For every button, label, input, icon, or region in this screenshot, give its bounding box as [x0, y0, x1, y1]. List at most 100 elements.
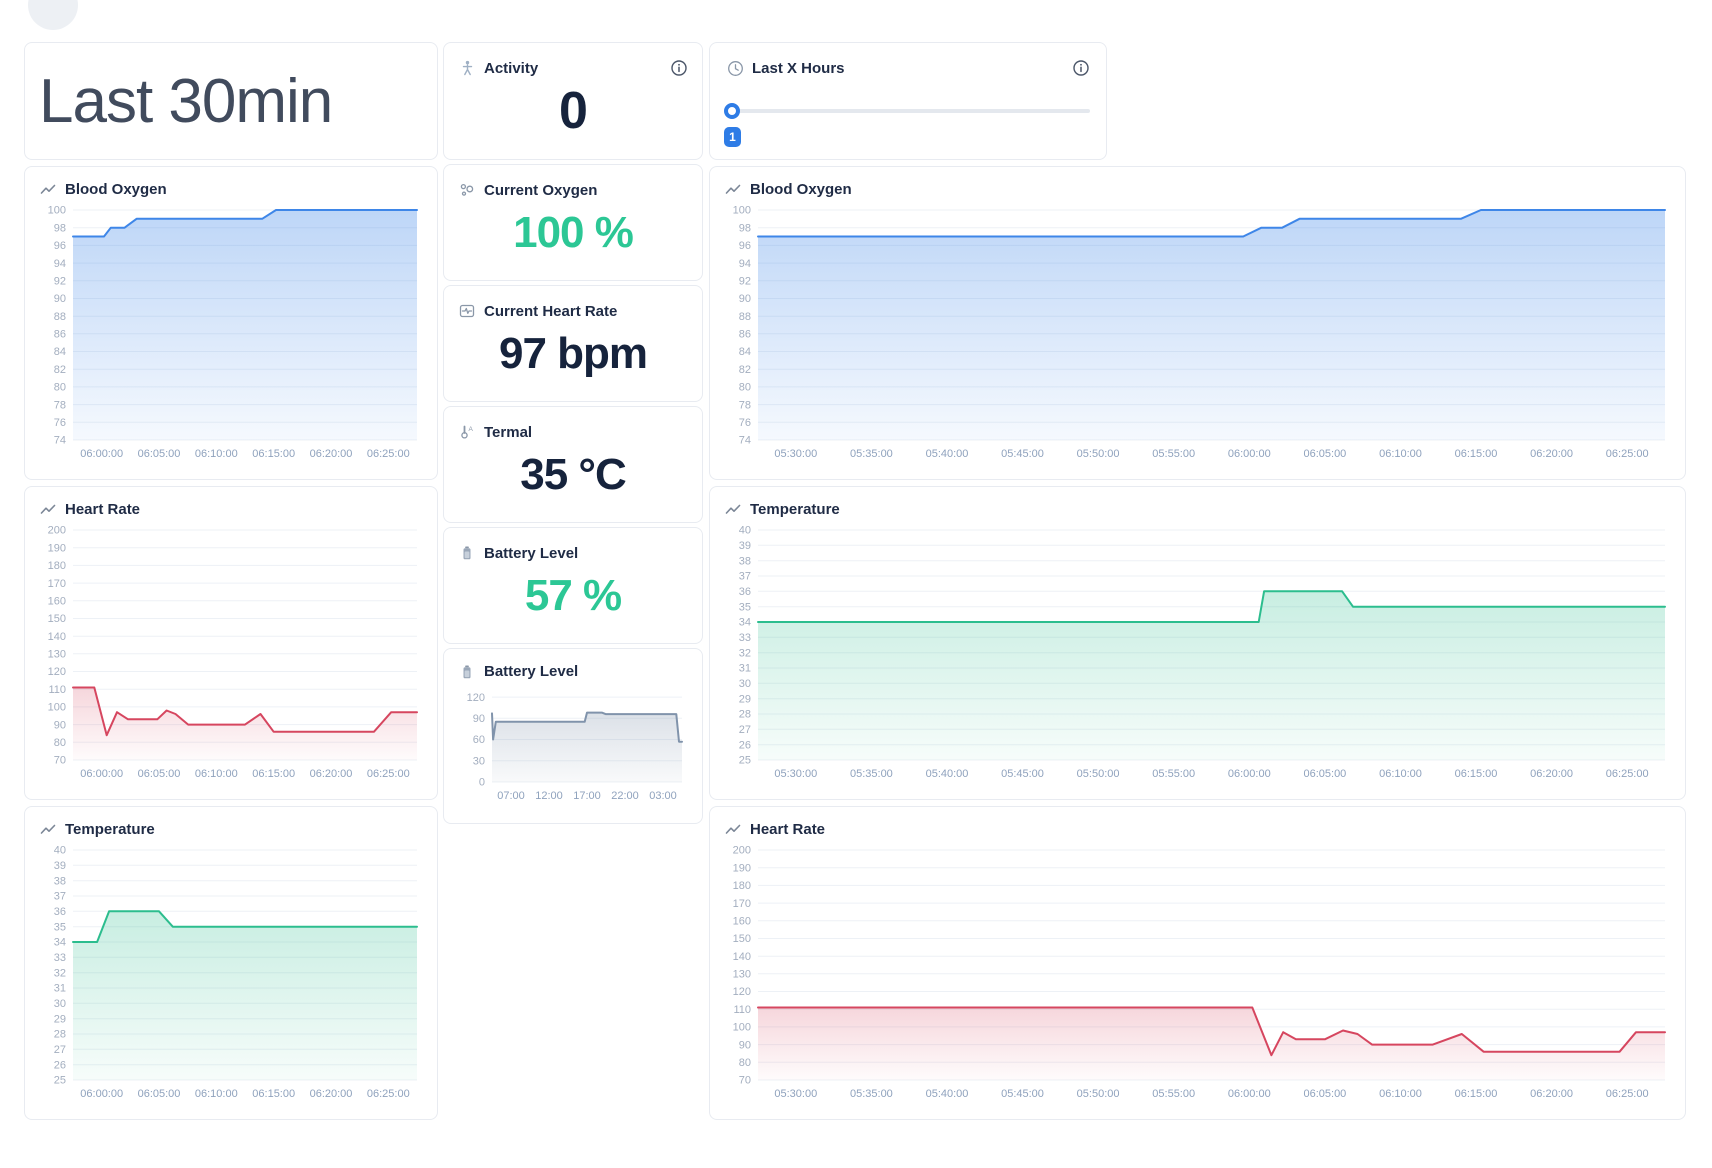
svg-text:12:00: 12:00 [535, 790, 563, 802]
slider-track[interactable] [726, 109, 1090, 113]
svg-text:05:40:00: 05:40:00 [926, 448, 969, 460]
chart-title: Heart Rate [65, 501, 141, 518]
slider-value-badge: 1 [724, 127, 741, 147]
svg-text:76: 76 [54, 417, 66, 429]
chart-card-blood-oxygen-30min: Blood Oxygen 100 98 96 94 92 90 88 86 84 82 80 78 76… [24, 166, 438, 480]
termal-label: Termal [484, 423, 533, 441]
svg-text:74: 74 [54, 435, 66, 447]
thermometer-icon: A [458, 423, 476, 441]
svg-text:06:20:00: 06:20:00 [1530, 768, 1573, 780]
info-icon[interactable] [670, 59, 688, 77]
svg-text:82: 82 [54, 364, 66, 376]
termal-value: 35 °C [520, 449, 627, 499]
battery-icon [458, 663, 476, 681]
chart-title: Blood Oxygen [750, 181, 852, 198]
svg-text:86: 86 [54, 329, 66, 341]
svg-text:06:25:00: 06:25:00 [1606, 1088, 1649, 1100]
svg-text:28: 28 [54, 1029, 66, 1041]
trend-line-icon [39, 501, 57, 519]
svg-text:05:50:00: 05:50:00 [1077, 448, 1120, 460]
oxygen-molecule-icon [458, 181, 476, 199]
heart-rate-chart-30min: 200 190 180 170 160 150 140 130 120 110 100 90 80 70 0… [37, 524, 425, 789]
svg-text:140: 140 [48, 631, 66, 643]
svg-text:88: 88 [739, 311, 751, 323]
svg-text:37: 37 [739, 571, 751, 583]
svg-text:100: 100 [733, 205, 751, 217]
clock-icon [726, 59, 744, 77]
temperature-chart-30min: 40 39 38 37 36 35 34 33 32 31 30 29 28 27 26 25 06:00:00… [37, 844, 425, 1109]
chart-card-temperature-30min: Temperature 40 39 38 37 36 35 34 33 32 31 30 29 28 27… [24, 806, 438, 1120]
person-icon [458, 59, 476, 77]
svg-text:90: 90 [54, 293, 66, 305]
pulse-monitor-icon [458, 302, 476, 320]
svg-text:80: 80 [54, 737, 66, 749]
svg-text:70: 70 [54, 755, 66, 767]
svg-text:06:10:00: 06:10:00 [195, 768, 238, 780]
avatar-placeholder[interactable] [28, 0, 78, 30]
battery-level-value: 57 % [524, 570, 622, 620]
svg-text:86: 86 [739, 329, 751, 341]
info-icon[interactable] [1072, 59, 1090, 77]
svg-text:06:00:00: 06:00:00 [1228, 768, 1271, 780]
slider-handle[interactable] [724, 103, 740, 119]
svg-text:98: 98 [739, 222, 751, 234]
trend-line-icon [724, 821, 742, 839]
svg-text:100: 100 [48, 702, 66, 714]
hours-slider[interactable]: 1 [724, 103, 1092, 147]
temperature-chart-hours: 40 39 38 37 36 35 34 33 32 31 30 29 28 27 26 25 05:30:00… [722, 524, 1673, 789]
svg-text:06:25:00: 06:25:00 [367, 768, 410, 780]
svg-text:190: 190 [733, 862, 751, 874]
svg-text:190: 190 [48, 542, 66, 554]
battery-level-chart: 120 90 60 30 0 07:00 12:00 17:00 22:00 03:00 [456, 684, 690, 811]
svg-text:76: 76 [739, 417, 751, 429]
svg-text:05:55:00: 05:55:00 [1152, 448, 1195, 460]
current-heart-rate-card: Current Heart Rate 97 bpm [443, 285, 703, 402]
svg-text:05:35:00: 05:35:00 [850, 1088, 893, 1100]
svg-text:06:10:00: 06:10:00 [1379, 768, 1422, 780]
svg-text:120: 120 [467, 692, 485, 704]
svg-text:90: 90 [739, 1039, 751, 1051]
svg-text:26: 26 [739, 739, 751, 751]
svg-text:05:50:00: 05:50:00 [1077, 768, 1120, 780]
last-x-hours-card: Last X Hours 1 [709, 42, 1107, 160]
termal-card: A Termal 35 °C [443, 406, 703, 523]
chart-title: Battery Level [484, 663, 579, 680]
svg-text:36: 36 [739, 586, 751, 598]
svg-text:70: 70 [739, 1075, 751, 1087]
svg-text:22:00: 22:00 [611, 790, 639, 802]
blood-oxygen-chart-30min: 100 98 96 94 92 90 88 86 84 82 80 78 76 74 06:00:00 06:… [37, 204, 425, 469]
svg-text:03:00: 03:00 [649, 790, 677, 802]
current-oxygen-value: 100 % [513, 207, 634, 257]
svg-text:06:20:00: 06:20:00 [310, 1088, 353, 1100]
svg-text:38: 38 [739, 555, 751, 567]
svg-text:160: 160 [733, 916, 751, 928]
svg-text:110: 110 [48, 684, 66, 696]
svg-text:06:15:00: 06:15:00 [1455, 448, 1498, 460]
svg-text:0: 0 [479, 777, 485, 789]
svg-text:38: 38 [54, 875, 66, 887]
svg-text:05:45:00: 05:45:00 [1001, 1088, 1044, 1100]
svg-text:94: 94 [739, 258, 751, 270]
svg-text:88: 88 [54, 311, 66, 323]
svg-text:06:20:00: 06:20:00 [1530, 1088, 1573, 1100]
svg-text:32: 32 [739, 647, 751, 659]
battery-chart-card: Battery Level 120 90 60 30 0 07:00 12:00 17:00 2… [443, 648, 703, 824]
svg-text:100: 100 [48, 205, 66, 217]
svg-text:31: 31 [54, 983, 66, 995]
svg-text:06:10:00: 06:10:00 [1379, 1088, 1422, 1100]
svg-text:06:10:00: 06:10:00 [1379, 448, 1422, 460]
svg-text:33: 33 [739, 632, 751, 644]
dashboard: Last 30min Blood Oxygen 100 98 96 94 92 90 88 8… [24, 42, 1686, 1120]
svg-text:92: 92 [54, 276, 66, 288]
svg-text:100: 100 [733, 1022, 751, 1034]
current-oxygen-label: Current Oxygen [484, 181, 598, 199]
chart-title: Blood Oxygen [65, 181, 167, 198]
svg-text:34: 34 [739, 617, 751, 629]
svg-text:40: 40 [54, 845, 66, 857]
svg-text:05:30:00: 05:30:00 [774, 1088, 817, 1100]
svg-text:06:05:00: 06:05:00 [138, 768, 181, 780]
activity-card: Activity 0 [443, 42, 703, 160]
svg-text:160: 160 [48, 596, 66, 608]
svg-text:82: 82 [739, 364, 751, 376]
svg-text:90: 90 [739, 293, 751, 305]
